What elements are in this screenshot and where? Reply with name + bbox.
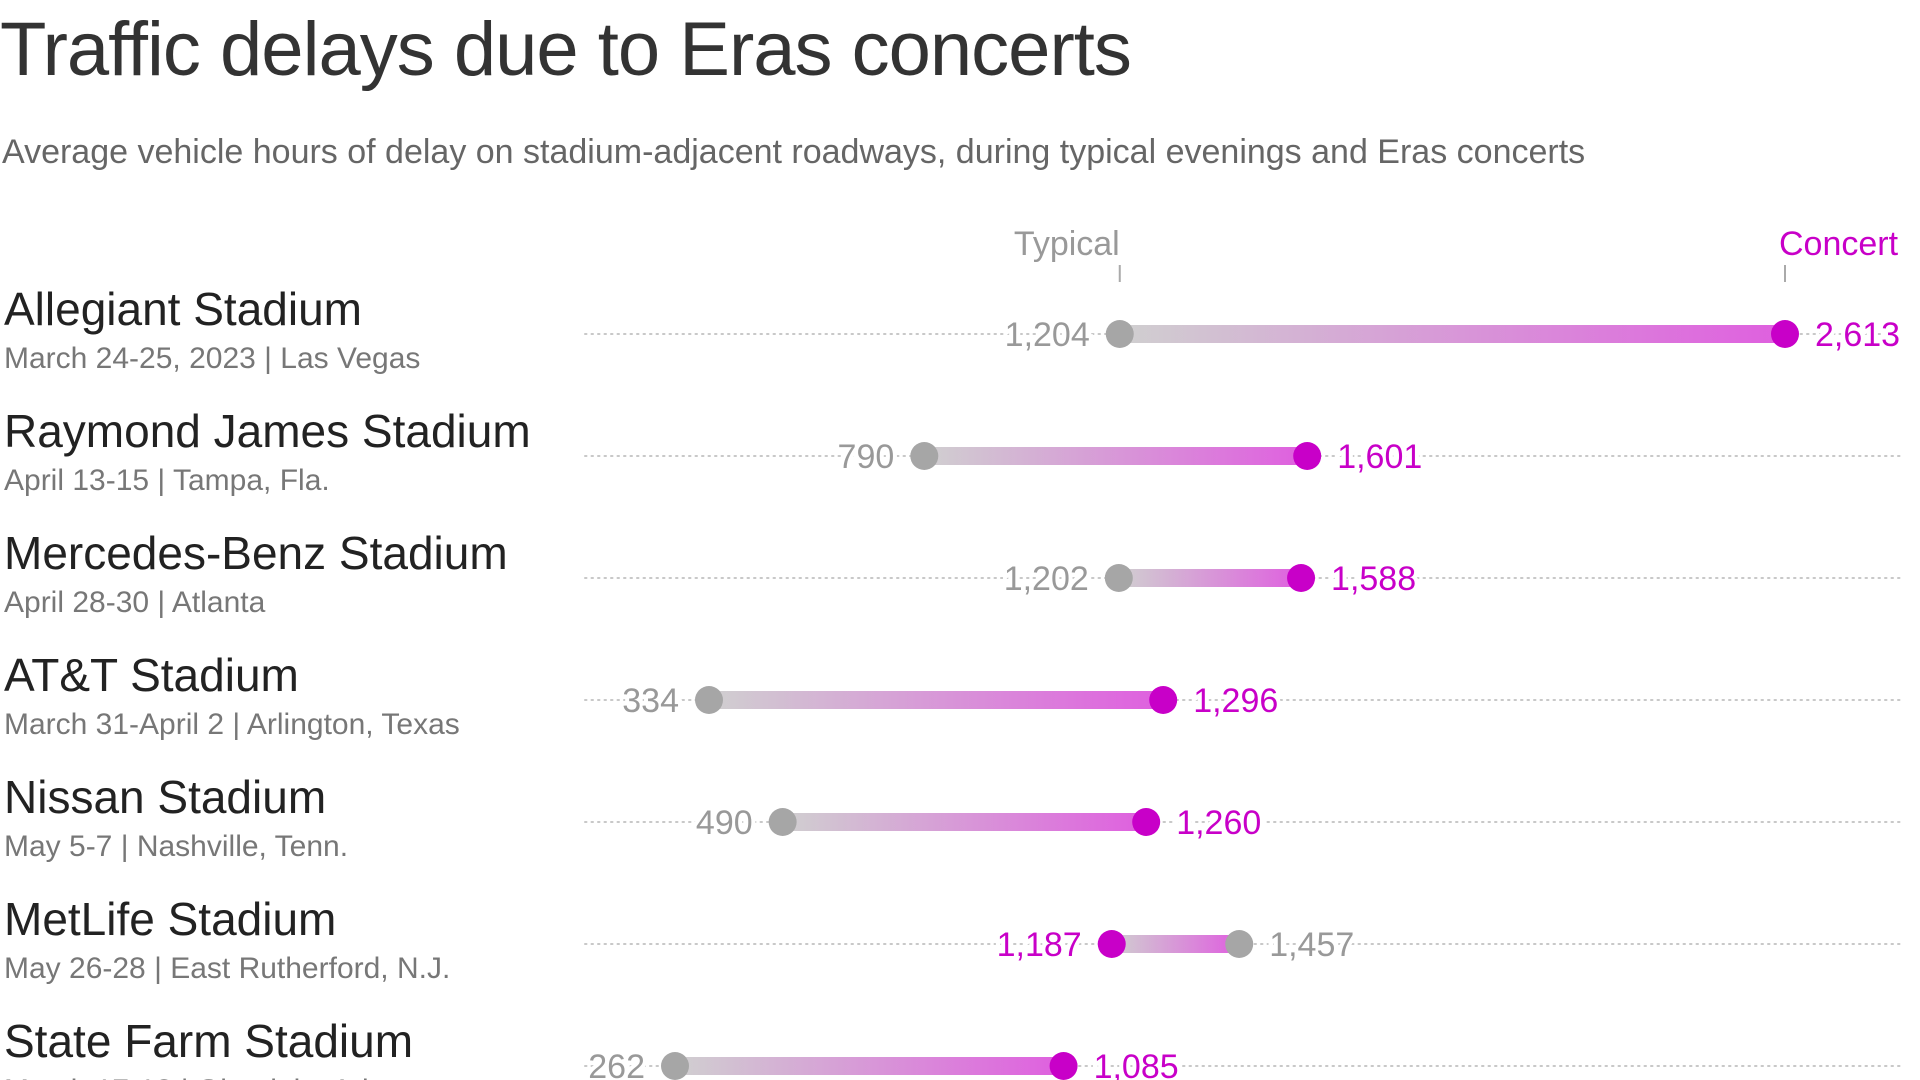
concert-value-label: 1,601 [1337,438,1422,476]
concert-point [1149,686,1178,714]
dumbbell-bar [924,447,1308,465]
typical-value-label: 790 [838,438,895,476]
typical-value-label: 490 [696,804,753,842]
chart-title: Traffic delays due to Eras concerts [0,7,1132,92]
stadium-details: March 17-18 | Glendale, Ariz. [4,1074,392,1080]
concert-value-label: 1,085 [1094,1048,1179,1080]
stadium-name: Mercedes-Benz Stadium [4,527,508,579]
stadium-details: May 5-7 | Nashville, Tenn. [4,830,348,863]
typical-value-label: 1,202 [1004,560,1089,598]
typical-point [661,1052,689,1080]
typical-point [1105,320,1134,348]
typical-point [694,686,723,714]
stadium-details: March 24-25, 2023 | Las Vegas [4,342,420,375]
typical-value-label: 334 [622,682,679,720]
concert-value-label: 1,260 [1176,804,1261,842]
concert-point [1293,442,1322,470]
legend-typical-label: Typical [1014,225,1120,263]
dumbbell-bar [708,691,1164,709]
stadium-name: Raymond James Stadium [4,405,531,457]
typical-point [768,808,797,836]
stadium-details: March 31-April 2 | Arlington, Texas [4,708,460,741]
concert-point [1049,1052,1078,1080]
concert-point [1771,320,1799,348]
concert-point [1097,930,1126,958]
stadium-name: AT&T Stadium [4,649,299,701]
dumbbell-bar [675,1057,1064,1075]
stadium-name: Nissan Stadium [4,771,326,823]
typical-point [1225,930,1254,958]
legend-concert-label: Concert [1779,225,1899,263]
concert-value-label: 1,187 [997,926,1082,964]
typical-value-label: 1,457 [1269,926,1354,964]
typical-point [1104,564,1133,592]
typical-value-label: 262 [588,1048,645,1080]
dumbbell-bar [1119,325,1785,343]
concert-point [1132,808,1161,836]
dumbbell-bar [1111,935,1240,953]
stadium-name: MetLife Stadium [4,893,336,945]
stadium-details: May 26-28 | East Rutherford, N.J. [4,952,450,985]
typical-point [910,442,939,470]
dumbbell-bar [1118,569,1302,587]
stadium-details: April 13-15 | Tampa, Fla. [4,464,330,497]
concert-value-label: 1,588 [1331,560,1416,598]
concert-point [1287,564,1316,592]
concert-value-label: 1,296 [1193,682,1278,720]
stadium-name: State Farm Stadium [4,1015,413,1067]
concert-value-label: 2,613 [1815,316,1900,354]
stadium-name: Allegiant Stadium [4,283,362,335]
dumbbell-bar [782,813,1147,831]
stadium-details: April 28-30 | Atlanta [4,586,266,619]
typical-value-label: 1,204 [1005,316,1090,354]
chart-subtitle: Average vehicle hours of delay on stadiu… [2,133,1586,171]
